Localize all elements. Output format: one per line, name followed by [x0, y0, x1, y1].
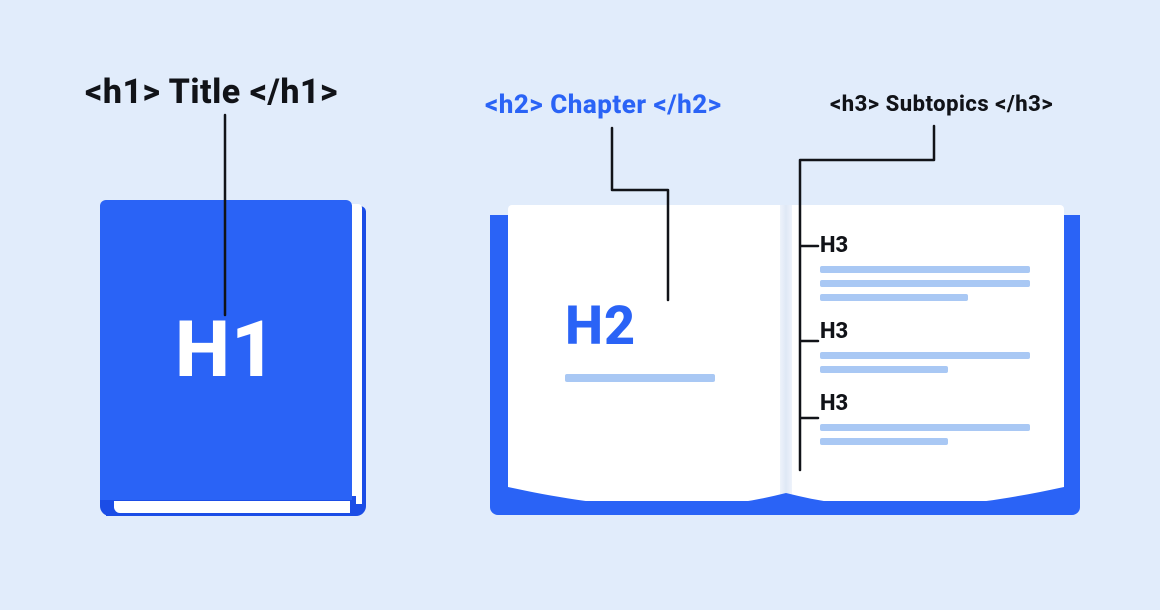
section-heading-h3: H3	[820, 391, 1050, 416]
left-page-heading-h2: H2	[565, 295, 745, 358]
right-page-content: H3 H3 H3	[820, 215, 1050, 452]
diagram-canvas: <h1> Title </h1> <h2> Chapter </h2> <h3>…	[0, 0, 1160, 610]
closed-book-title-h1: H1	[175, 305, 277, 396]
label-h1-tag: <h1> Title </h1>	[85, 72, 338, 112]
left-page-underline	[565, 374, 715, 382]
closed-book-front-cover: H1	[100, 200, 352, 500]
text-line	[820, 266, 1030, 273]
text-line	[820, 352, 1030, 359]
open-book-spine-shadow	[780, 205, 792, 501]
text-line	[820, 424, 1030, 431]
section-heading-h3: H3	[820, 233, 1050, 258]
open-book: H2 H3 H3 H3	[490, 205, 1080, 535]
open-book-page-curve	[508, 487, 1064, 515]
left-page-content: H2	[565, 295, 745, 382]
right-page-section: H3	[820, 391, 1050, 445]
text-line	[820, 280, 1030, 287]
section-heading-h3: H3	[820, 319, 1050, 344]
right-page-section: H3	[820, 319, 1050, 373]
label-h3-tag: <h3> Subtopics </h3>	[830, 92, 1053, 117]
right-page-section: H3	[820, 233, 1050, 301]
text-line	[820, 438, 948, 445]
closed-book: H1	[100, 200, 360, 510]
text-line	[820, 366, 948, 373]
label-h2-tag: <h2> Chapter </h2>	[485, 90, 722, 120]
closed-book-bottom-page-edge	[114, 501, 350, 513]
text-line	[820, 294, 968, 301]
